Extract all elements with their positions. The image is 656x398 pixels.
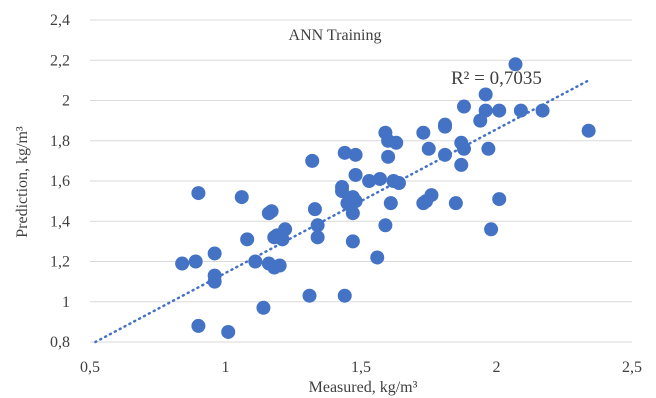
x-axis-title: Measured, kg/m³ (309, 379, 418, 396)
data-point (240, 232, 255, 247)
data-point (175, 256, 190, 271)
y-tick-label: 2,4 (50, 12, 70, 29)
data-point (302, 288, 317, 303)
data-point (456, 141, 471, 156)
y-tick-label: 1,6 (50, 173, 70, 190)
data-point (335, 184, 350, 199)
data-point (305, 153, 320, 168)
data-point (484, 222, 499, 237)
data-point (438, 147, 453, 162)
data-point (448, 196, 463, 211)
data-point (207, 274, 222, 289)
data-point (581, 123, 596, 138)
data-point (348, 194, 363, 209)
y-tick-label: 1 (62, 294, 70, 311)
data-point (191, 186, 206, 201)
y-axis-title: Prediction, kg/m³ (14, 126, 31, 238)
x-tick-label: 2,5 (622, 359, 642, 376)
y-tick-label: 1,4 (50, 213, 70, 230)
data-point (310, 218, 325, 233)
trendline-group (94, 79, 590, 344)
data-point (378, 218, 393, 233)
data-point (478, 87, 493, 102)
data-point (370, 250, 385, 265)
data-point (421, 141, 436, 156)
x-tick-label: 2 (493, 359, 501, 376)
data-point (345, 234, 360, 249)
data-point (348, 147, 363, 162)
data-point (348, 167, 363, 182)
data-point (389, 135, 404, 150)
data-point (492, 192, 507, 207)
data-point (207, 246, 222, 261)
data-point (438, 119, 453, 134)
data-point (424, 188, 439, 203)
data-point (508, 57, 523, 72)
data-point (264, 204, 279, 219)
y-tick-labels: 0,8 1 1,2 1,4 1,6 1,8 2 2,2 2,4 (50, 12, 70, 351)
data-point (191, 318, 206, 333)
data-point (478, 103, 493, 118)
data-point (248, 254, 263, 269)
x-tick-label: 1,5 (351, 359, 371, 376)
data-point (234, 190, 249, 205)
data-points (175, 57, 596, 339)
data-point (337, 145, 352, 160)
data-point (256, 300, 271, 315)
chart-annotation: ANN Training (289, 27, 382, 44)
data-point (535, 103, 550, 118)
y-tick-label: 0,8 (50, 334, 70, 351)
y-tick-label: 1,2 (50, 254, 70, 271)
gridlines (90, 19, 632, 343)
y-tick-label: 2 (62, 93, 70, 110)
data-point (456, 99, 471, 114)
data-point (337, 288, 352, 303)
x-tick-label: 0,5 (80, 359, 100, 376)
r-squared-label: R² = 0,7035 (451, 68, 542, 89)
data-point (310, 230, 325, 245)
data-point (492, 103, 507, 118)
data-point (345, 206, 360, 221)
data-point (307, 202, 322, 217)
trendline (94, 79, 590, 344)
data-point (481, 141, 496, 156)
data-point (188, 254, 203, 269)
y-tick-label: 1,8 (50, 133, 70, 150)
x-tick-label: 1 (222, 359, 230, 376)
data-point (372, 171, 387, 186)
data-point (454, 157, 469, 172)
y-tick-label: 2,2 (50, 52, 70, 69)
data-point (221, 324, 236, 339)
x-tick-labels: 0,5 1 1,5 2 2,5 (80, 359, 642, 376)
data-point (513, 103, 528, 118)
data-point (416, 125, 431, 140)
data-point (383, 196, 398, 211)
data-point (362, 174, 377, 188)
data-point (278, 222, 293, 237)
data-point (381, 149, 396, 164)
data-point (391, 176, 406, 191)
data-point (272, 258, 287, 273)
